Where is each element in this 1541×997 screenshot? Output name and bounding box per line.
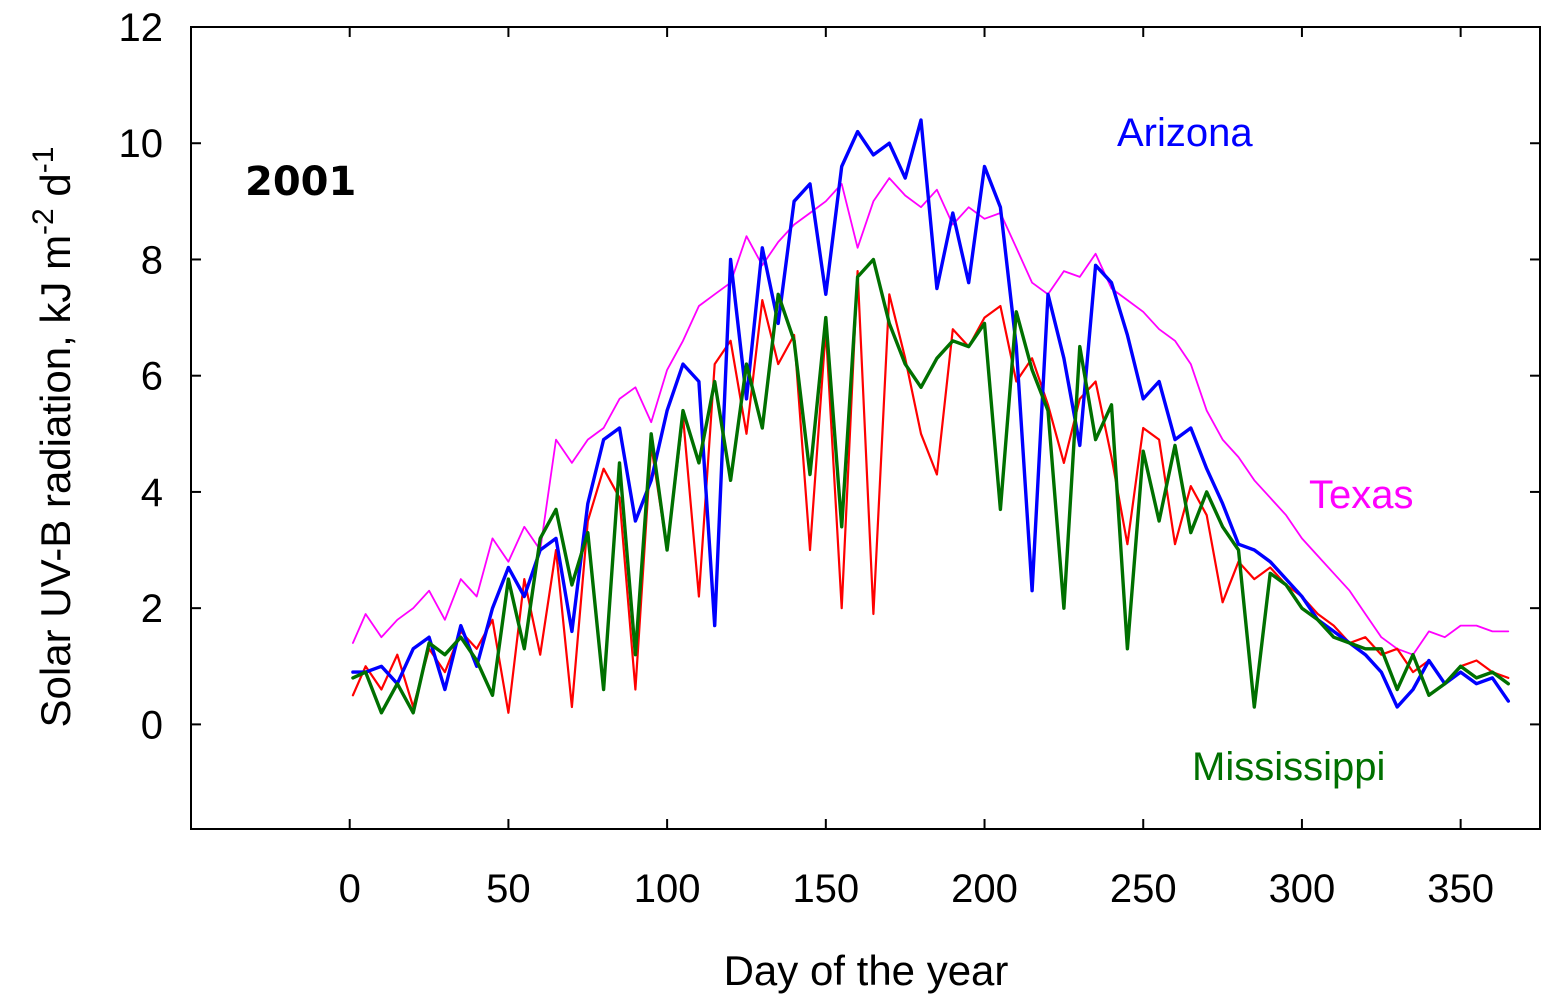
series-line-arizona [351, 118, 1511, 709]
y-tick-label: 0 [141, 703, 163, 747]
y-axis-title-sup1: -2 [27, 208, 60, 235]
y-tick-label: 6 [141, 355, 163, 399]
year-annotation: 2001 [245, 159, 356, 205]
axis-tick-labels: 0 50 100 150 200 250 300 350 0 2 4 6 8 10 12 [119, 6, 1495, 911]
x-tick-label: 200 [951, 867, 1018, 911]
y-axis-title-main: Solar UV-B radiation, kJ m [32, 235, 79, 728]
y-tick-label: 10 [119, 122, 164, 166]
y-tick-label: 4 [141, 471, 163, 515]
x-tick-label: 0 [339, 867, 361, 911]
x-tick-label: 350 [1427, 867, 1494, 911]
y-axis-title-sup2: -1 [27, 147, 60, 174]
plot-lines [351, 118, 1511, 715]
series-line-mississippi-red [351, 270, 1510, 714]
x-tick-label: 50 [486, 867, 531, 911]
x-tick-label: 250 [1110, 867, 1177, 911]
series-label-mississippi: Mississippi [1192, 745, 1385, 789]
x-tick-label: 150 [792, 867, 859, 911]
axis-ticks [191, 26, 1540, 829]
series-line-mississippi [351, 257, 1511, 715]
series-label-texas: Texas [1309, 473, 1414, 517]
y-axis-title: Solar UV-B radiation, kJ m-2 d-1 [27, 147, 79, 728]
y-tick-label: 8 [141, 238, 163, 282]
series-label-arizona: Arizona [1117, 111, 1253, 155]
y-axis-title-mid: d [32, 173, 79, 208]
plot-frame [190, 26, 1541, 830]
x-tick-label: 300 [1269, 867, 1336, 911]
x-axis-title: Day of the year [724, 947, 1009, 994]
plot-border [190, 26, 1541, 830]
y-tick-label: 2 [141, 587, 163, 631]
x-tick-label: 100 [634, 867, 701, 911]
y-tick-label: 12 [119, 6, 164, 50]
